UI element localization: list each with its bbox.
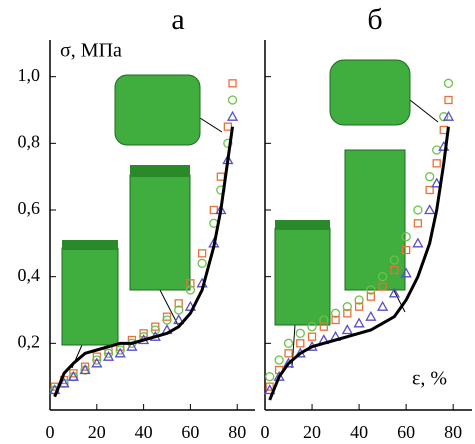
y-tick-label: 0,4 bbox=[18, 265, 41, 285]
marker bbox=[228, 112, 237, 120]
marker bbox=[440, 127, 447, 134]
marker bbox=[224, 123, 231, 130]
x-tick-label: 0 bbox=[261, 422, 270, 442]
x-axis-label: ε, % bbox=[412, 368, 447, 390]
marker bbox=[414, 220, 421, 227]
marker bbox=[414, 206, 422, 214]
marker bbox=[425, 206, 434, 214]
marker bbox=[413, 239, 422, 247]
y-tick-label: 1,0 bbox=[18, 65, 41, 85]
inset-block bbox=[345, 150, 405, 290]
x-tick-label: 20 bbox=[88, 422, 106, 442]
inset-block bbox=[330, 60, 410, 125]
marker bbox=[378, 302, 387, 310]
inset-block bbox=[62, 248, 118, 345]
y-tick-label: 0,2 bbox=[18, 331, 41, 351]
marker bbox=[366, 312, 375, 320]
marker bbox=[285, 350, 292, 357]
marker bbox=[445, 97, 452, 104]
inset-block bbox=[130, 165, 190, 177]
marker bbox=[343, 326, 352, 334]
marker bbox=[266, 373, 274, 381]
marker bbox=[296, 329, 304, 337]
marker bbox=[297, 340, 304, 347]
x-tick-label: 60 bbox=[181, 422, 199, 442]
marker bbox=[198, 259, 206, 267]
marker bbox=[229, 80, 236, 87]
chart-title: б bbox=[367, 3, 382, 36]
marker bbox=[355, 319, 364, 327]
marker bbox=[426, 173, 434, 181]
y-axis-label: σ, МПа bbox=[60, 40, 122, 62]
inset-block bbox=[115, 75, 200, 145]
inset-block bbox=[275, 228, 330, 325]
x-tick-label: 80 bbox=[444, 422, 462, 442]
marker bbox=[275, 356, 283, 364]
chart: а б σ, МПа ε, % 0,2 0,4 0,6 0,8 1,0 0 20 40 60 80… bbox=[0, 0, 475, 444]
y-tick-label: 0,8 bbox=[18, 131, 41, 151]
connector bbox=[410, 100, 438, 122]
chart-title: а bbox=[171, 3, 184, 36]
x-tick-label: 20 bbox=[303, 422, 321, 442]
x-tick-label: 40 bbox=[350, 422, 368, 442]
marker bbox=[217, 173, 224, 180]
inset-block bbox=[62, 240, 118, 250]
marker bbox=[433, 160, 440, 167]
x-tick-label: 40 bbox=[135, 422, 153, 442]
marker bbox=[426, 187, 433, 194]
inset-block bbox=[275, 220, 330, 230]
marker bbox=[229, 96, 237, 104]
x-tick-label: 80 bbox=[228, 422, 246, 442]
marker bbox=[199, 250, 206, 257]
y-tick-label: 0,6 bbox=[18, 198, 41, 218]
x-tick-label: 0 bbox=[46, 422, 55, 442]
marker bbox=[285, 339, 293, 347]
insets bbox=[62, 60, 438, 368]
inset-block bbox=[130, 175, 190, 290]
marker bbox=[309, 333, 316, 340]
connector bbox=[200, 118, 222, 132]
marker bbox=[444, 79, 452, 87]
x-tick-label: 60 bbox=[397, 422, 415, 442]
